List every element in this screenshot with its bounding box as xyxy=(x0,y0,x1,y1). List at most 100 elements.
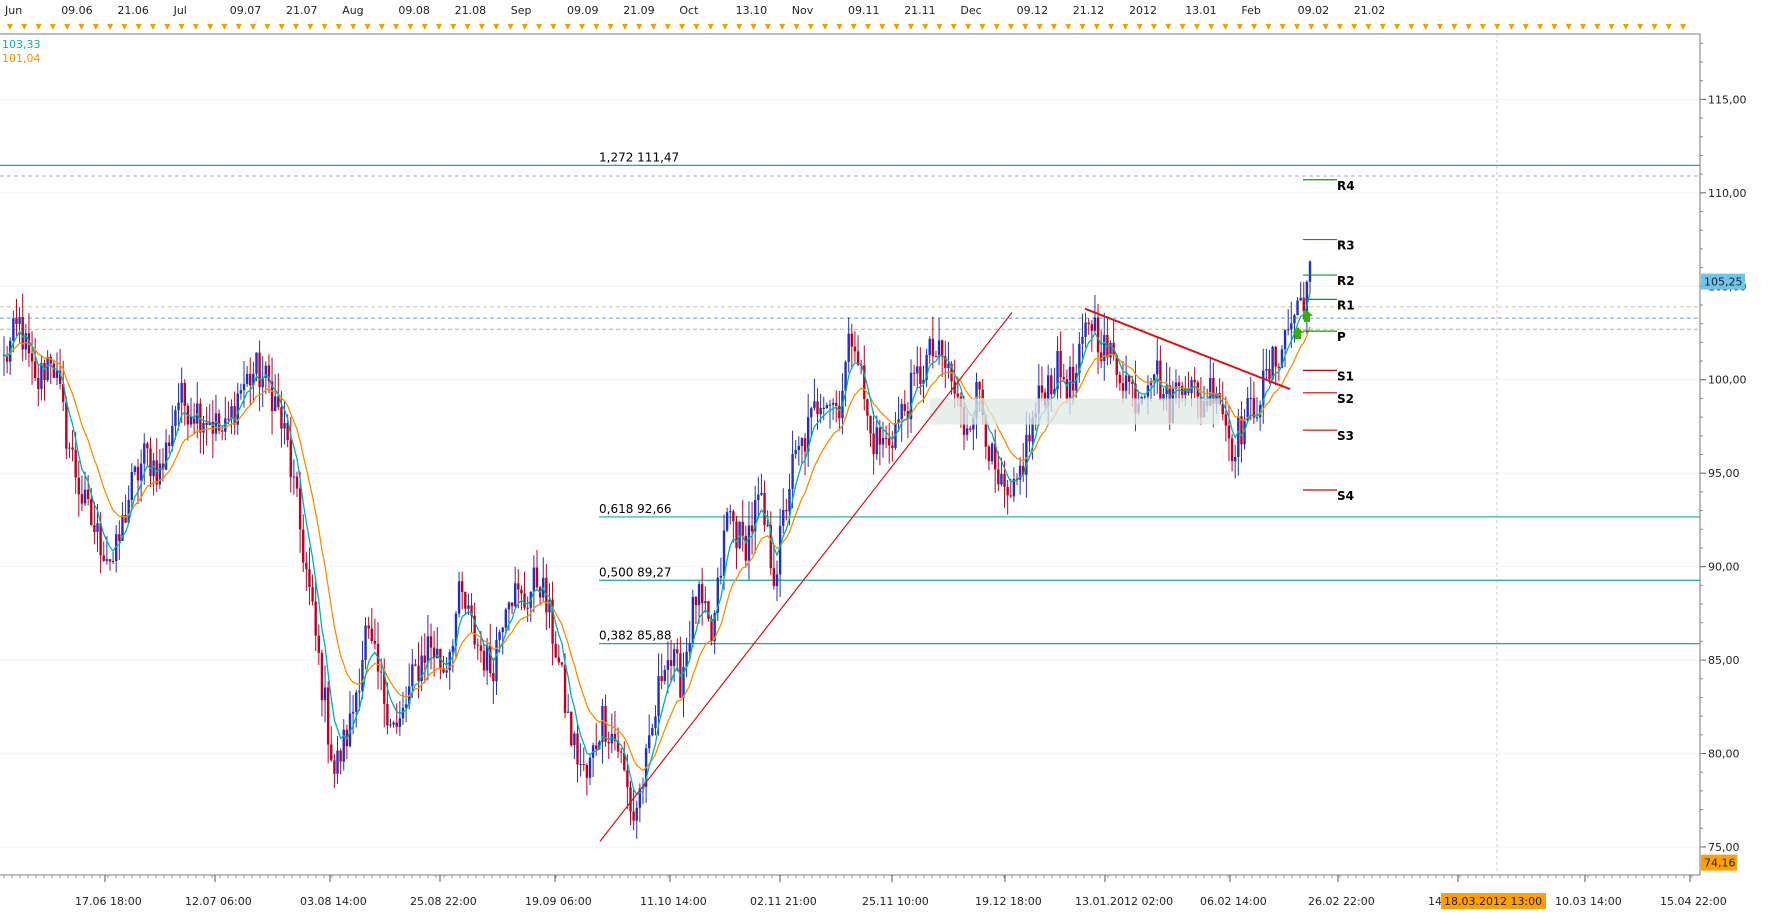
pivot-level-label: S1 xyxy=(1337,369,1354,383)
ma-fast-line xyxy=(3,292,1311,796)
candle-body xyxy=(1025,434,1028,475)
candle-body xyxy=(479,645,483,651)
candle-body xyxy=(1056,350,1059,390)
candle-body xyxy=(177,402,180,411)
candle-body xyxy=(1015,478,1019,480)
candle-body xyxy=(96,523,99,532)
candle-body xyxy=(601,706,604,742)
candle-body xyxy=(1252,397,1256,418)
timeline-marker xyxy=(707,24,714,30)
timeline-marker xyxy=(192,24,199,30)
timeline-marker xyxy=(1308,24,1315,30)
time-axis-label: 15.04 22:00 xyxy=(1660,895,1727,908)
timeline-marker xyxy=(264,24,271,30)
candle-body xyxy=(510,602,514,607)
candle-body xyxy=(227,418,230,420)
candle-body xyxy=(928,338,931,355)
time-axis-label: 11.10 14:00 xyxy=(640,895,707,908)
candle-body xyxy=(86,489,90,500)
timeline-marker xyxy=(850,24,857,30)
candle-body xyxy=(878,427,882,445)
candle-body xyxy=(1075,373,1078,391)
candle-body xyxy=(317,635,321,653)
candle-body xyxy=(451,645,455,652)
candle-body xyxy=(65,401,68,449)
timeline-marker xyxy=(78,24,85,30)
timeline-marker xyxy=(164,24,171,30)
timeline-marker xyxy=(293,24,299,30)
timeline-marker xyxy=(1537,24,1544,30)
candle-body xyxy=(551,599,554,644)
timeline-marker xyxy=(621,24,628,30)
timeline-marker xyxy=(507,24,514,30)
low-price-value: 74,16 xyxy=(1704,857,1736,870)
candle-body xyxy=(395,722,398,727)
timeline-marker xyxy=(1008,24,1014,30)
candle-body xyxy=(1093,317,1097,331)
candle-body xyxy=(211,421,215,434)
candle-body xyxy=(1249,397,1252,399)
candle-body xyxy=(660,676,663,682)
candle-body xyxy=(326,687,330,745)
candle-body xyxy=(722,530,726,576)
pivot-level-label: R3 xyxy=(1337,239,1355,253)
top-timeline-label: 21.08 xyxy=(455,4,487,17)
top-timeline-labels: Jun 09.06 21.06 Jul 09.07 21.07 Aug 09.08 21.08 S… xyxy=(4,4,1385,17)
candle-body xyxy=(775,574,779,587)
candle-body xyxy=(897,419,900,424)
timeline-marker xyxy=(1151,24,1157,30)
timeline-marker xyxy=(564,24,571,30)
candle-body xyxy=(875,427,878,455)
candle-body xyxy=(46,356,49,381)
candle-body xyxy=(292,476,296,478)
timeline-marker xyxy=(979,24,986,30)
top-timeline-markers xyxy=(7,24,1687,30)
candle-body xyxy=(1131,381,1134,384)
candle-body xyxy=(192,416,196,424)
timeline-marker xyxy=(693,24,700,30)
candle-body xyxy=(906,411,910,420)
timeline-marker xyxy=(1451,24,1458,30)
candle-body xyxy=(482,650,486,671)
timeline-marker xyxy=(436,24,442,30)
candle-body xyxy=(657,676,660,717)
candle-body xyxy=(314,601,317,636)
candle-body xyxy=(825,405,829,408)
candle-body xyxy=(1274,346,1277,367)
candle-body xyxy=(420,655,423,682)
candle-body xyxy=(1065,379,1069,399)
candle-body xyxy=(697,584,701,606)
timeline-marker xyxy=(1222,24,1229,30)
timeline-marker xyxy=(764,24,771,30)
candle-body xyxy=(1078,343,1081,374)
candle-body xyxy=(364,625,367,660)
time-axis-label: 10.03 14:00 xyxy=(1555,895,1622,908)
top-timeline-label: 21.12 xyxy=(1073,4,1105,17)
candle-body xyxy=(816,401,819,415)
candle-body xyxy=(298,488,302,530)
candle-body xyxy=(351,711,355,714)
candle-body xyxy=(464,591,467,609)
candle-body xyxy=(460,581,464,592)
ma-fast-legend-value: 103,33 xyxy=(2,38,41,51)
candle-body xyxy=(1286,329,1290,331)
timeline-marker xyxy=(250,24,257,30)
timeline-marker xyxy=(321,24,328,30)
candle-body xyxy=(245,373,249,384)
candle-body xyxy=(738,521,741,549)
current-price-badge xyxy=(1701,273,1745,290)
candle-body xyxy=(342,729,345,762)
candle-body xyxy=(1096,317,1100,353)
price-axis-label: 110,00 xyxy=(1708,187,1747,200)
candle-body xyxy=(925,354,928,380)
top-timeline-label: Dec xyxy=(960,4,981,17)
timeline-marker xyxy=(907,24,914,30)
timeline-marker xyxy=(550,24,557,30)
candle-body xyxy=(1280,349,1284,368)
top-timeline-label: Sep xyxy=(511,4,532,17)
candle-body xyxy=(732,511,735,522)
time-axis-label: 25.11 10:00 xyxy=(862,895,929,908)
candle-body xyxy=(37,377,40,390)
candle-body xyxy=(713,612,716,642)
